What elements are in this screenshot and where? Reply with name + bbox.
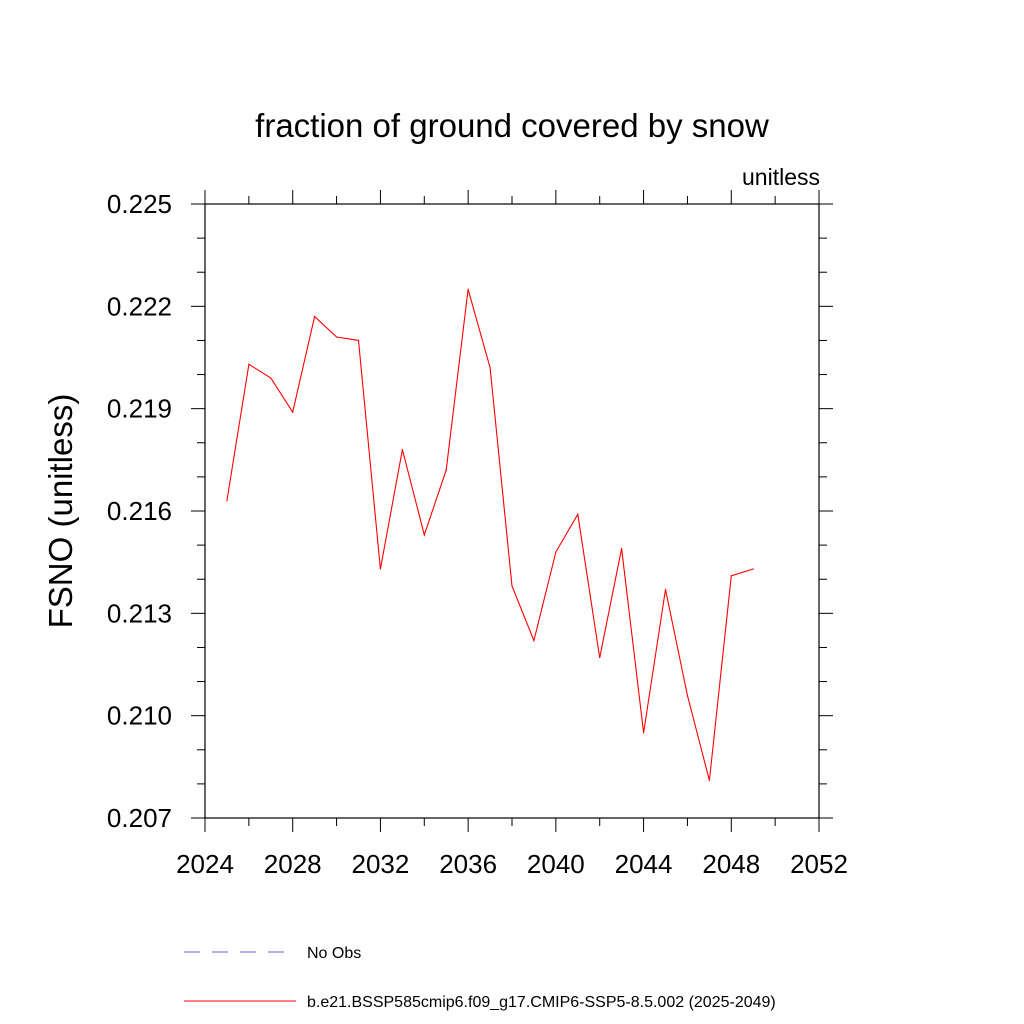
data-point xyxy=(621,547,623,550)
data-point xyxy=(577,513,579,516)
series-line xyxy=(226,289,754,781)
legend-label-no-obs: No Obs xyxy=(307,945,361,962)
axis-ticks: 2024 2028 2032 2036 2040 2044 2048 2052 0.207 0.2… xyxy=(107,189,848,879)
data-point xyxy=(248,363,250,365)
y-tick-label: 0.225 xyxy=(107,189,172,219)
y-tick-label: 0.222 xyxy=(107,291,172,321)
data-point xyxy=(599,657,601,659)
data-point xyxy=(314,315,316,318)
data-point xyxy=(686,694,689,696)
units-label: unitless xyxy=(742,164,820,190)
data-series xyxy=(226,288,754,782)
legend-label-model: b.e21.BSSP585cmip6.f09_g17.CMIP6-SSP5-8.… xyxy=(307,994,776,1011)
data-point xyxy=(533,640,535,642)
y-tick-label: 0.207 xyxy=(107,803,172,833)
data-point xyxy=(708,779,710,782)
x-tick-label: 2044 xyxy=(615,849,673,879)
data-point xyxy=(292,411,294,413)
y-tick-label: 0.210 xyxy=(107,701,172,731)
x-tick-label: 2032 xyxy=(352,849,410,879)
y-tick-label: 0.219 xyxy=(107,394,172,424)
x-tick-label: 2048 xyxy=(702,849,760,879)
legend: No Obs b.e21.BSSP585cmip6.f09_g17.CMIP6-S… xyxy=(184,945,776,1011)
data-point xyxy=(664,588,667,591)
data-point xyxy=(379,568,382,570)
data-point xyxy=(467,288,469,290)
x-tick-label: 2024 xyxy=(176,849,234,879)
data-point xyxy=(555,551,557,553)
data-point xyxy=(401,449,403,451)
data-point xyxy=(226,500,228,502)
data-point xyxy=(642,732,645,734)
y-axis-label: FSNO (unitless) xyxy=(42,394,79,629)
data-point xyxy=(730,575,732,577)
x-tick-label: 2036 xyxy=(439,849,497,879)
y-tick-label: 0.216 xyxy=(107,496,172,526)
x-tick-label: 2052 xyxy=(790,849,848,879)
x-tick-label: 2040 xyxy=(527,849,585,879)
data-point xyxy=(357,339,360,342)
data-point xyxy=(270,377,272,379)
x-tick-label: 2028 xyxy=(264,849,322,879)
data-point xyxy=(752,568,754,570)
data-point xyxy=(445,469,447,471)
data-point xyxy=(511,585,513,587)
plot-frame xyxy=(204,203,820,819)
data-point xyxy=(489,367,491,369)
data-point xyxy=(335,336,338,338)
data-point xyxy=(423,534,425,536)
chart-title: fraction of ground covered by snow xyxy=(255,107,769,144)
y-tick-label: 0.213 xyxy=(107,598,172,628)
